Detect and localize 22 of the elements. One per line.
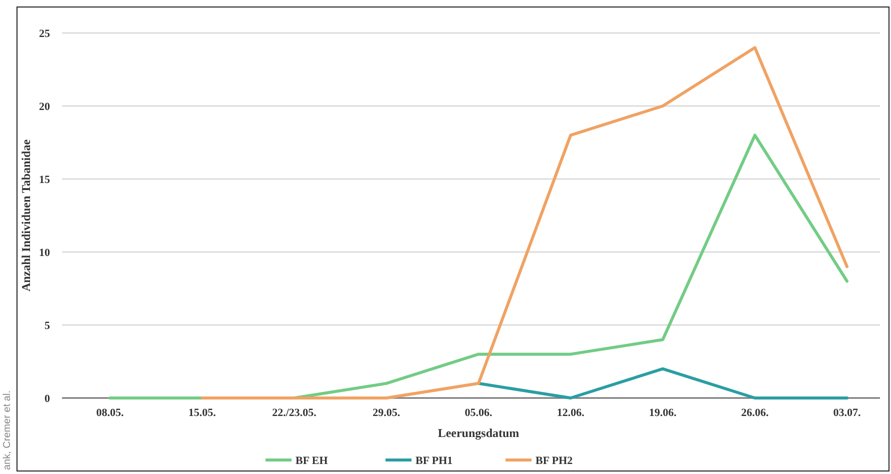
x-tick-label: 29.05.: [372, 407, 400, 419]
legend-label: BF EH: [296, 454, 328, 467]
legend-label: BF PH1: [416, 454, 453, 467]
y-tick-label: 15: [39, 174, 50, 186]
y-tick-label: 0: [44, 392, 50, 405]
y-tick-label: 10: [39, 246, 50, 259]
y-tick-label: 20: [39, 100, 50, 113]
x-tick-label: 03.07.: [833, 407, 861, 419]
x-tick-label: 26.06.: [741, 407, 769, 419]
legend-label: BF PH2: [536, 454, 574, 467]
y-tick-label: 25: [39, 28, 50, 40]
text: ank, Cremer et al.: [2, 390, 13, 470]
x-axis-title: Leerungsdatum: [438, 426, 520, 440]
y-tick-label: 5: [44, 320, 50, 332]
x-tick-label: 15.05.: [188, 407, 216, 419]
x-tick-label: 19.06.: [649, 407, 677, 419]
x-tick-label: 12.06.: [556, 407, 585, 419]
line-series: [200, 46, 848, 400]
x-tick-label: 05.06.: [464, 407, 492, 419]
x-tick-label: 22./23.05.: [272, 407, 317, 419]
y-axis-title: Anzahl Individuen Tabanidae: [19, 138, 33, 292]
x-tick-label: 08.05.: [96, 407, 124, 419]
